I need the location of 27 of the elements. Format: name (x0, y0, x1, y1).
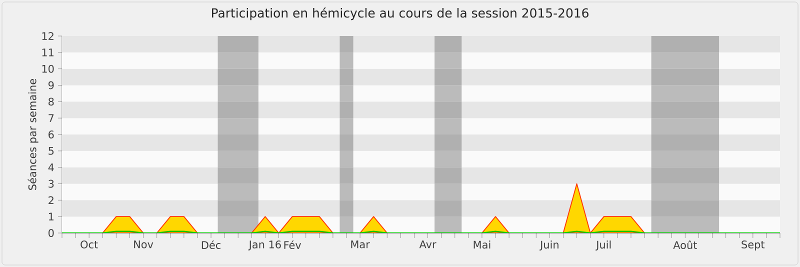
x-tick-label: Août (673, 240, 697, 250)
y-tick-label: 6 (48, 130, 54, 138)
y-tick-label: 0 (48, 229, 54, 237)
y-tick-label: 10 (42, 64, 54, 73)
y-axis-title: Séances par semaine (28, 78, 38, 190)
x-tick-label: Fév (284, 240, 302, 250)
x-tick-label: Avr (419, 240, 436, 248)
y-tick-label: 7 (48, 114, 54, 122)
x-tick-label: Nov (134, 240, 154, 248)
y-tick-label: 3 (48, 180, 54, 188)
y-tick-label: 1 (48, 212, 54, 220)
x-tick-label: Jan 16 (248, 240, 281, 250)
x-tick-label: Juin (540, 240, 558, 251)
x-tick-label: Mar (351, 240, 370, 248)
chart-title: Participation en hémicycle au cours de la session 2015-2016 (212, 8, 588, 20)
y-tick-label: 11 (42, 48, 54, 56)
y-tick-label: 9 (48, 81, 54, 90)
y-tick-label: 8 (48, 98, 54, 106)
x-tick-label: Mai (474, 240, 490, 249)
y-tick-label: 2 (48, 196, 54, 204)
y-tick-label: 4 (48, 164, 54, 172)
y-tick-label: 12 (42, 32, 54, 40)
x-tick-label: Sept (742, 240, 765, 250)
x-tick-label: Oct (80, 240, 98, 248)
y-tick-label: 5 (48, 147, 54, 155)
x-tick-label: Juil (596, 240, 611, 251)
x-tick-label: Déc (202, 240, 220, 250)
